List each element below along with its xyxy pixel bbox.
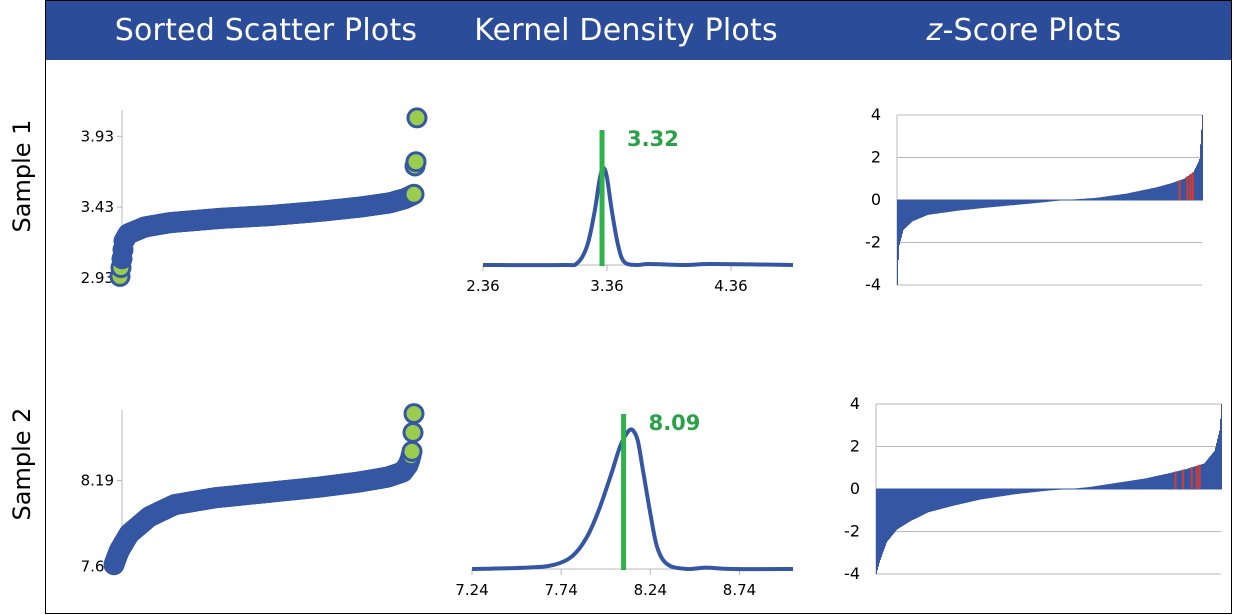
y-tick-label: 2 [871,148,881,167]
y-tick-label: 3.93 [81,127,114,145]
value-label: 3.32 [627,127,679,151]
x-tick-label: 4.36 [714,277,747,295]
x-tick-label: 3.36 [590,277,623,295]
y-tick-label: -2 [844,522,860,541]
y-tick-label: 2.93 [81,269,114,287]
data-point [401,440,423,462]
y-tick-label: -4 [844,564,860,583]
y-tick-label: -2 [865,233,881,252]
x-tick-label: 7.24 [455,581,488,599]
density-curve [471,427,794,572]
column-title-kernel-density: Kernel Density Plots [474,13,778,48]
column-title-zscore: z-Score Plots [927,13,1122,48]
y-tick-label: 3.43 [81,198,114,216]
sorted-scatter-plot-2: 7.698.19 [81,403,425,575]
zscore-title-italic: z [926,13,943,48]
zscore-title-rest: -Score Plots [942,13,1122,48]
data-point [406,107,428,129]
density-curve [482,166,794,268]
x-tick-label: 2.36 [466,277,499,295]
column-title-sorted-scatter: Sorted Scatter Plots [114,13,418,48]
figure-frame [45,0,1232,614]
y-tick-label: 8.19 [81,472,114,490]
zscore-plot-1: -4 -2 0 2 4 [865,105,1203,294]
header-bar: Sorted Scatter Plots Kernel Density Plot… [46,1,1231,60]
data-point [402,422,424,443]
y-tick-label: 0 [871,190,881,209]
data-point [403,403,425,425]
x-tick-label: 7.74 [544,581,577,599]
y-tick-label: -4 [865,275,881,294]
data-point [405,151,427,173]
y-tick-label: 4 [871,105,881,124]
y-tick-label: 2 [850,437,860,456]
x-tick-label: 8.24 [634,581,667,599]
kernel-density-plot-2: 7.24 7.74 8.24 8.74 8.09 [455,411,794,599]
x-tick-label: 8.74 [723,581,756,599]
data-point [403,183,425,205]
y-tick-label: 0 [850,479,860,498]
row-label-sample-2: Sample 2 [8,407,36,521]
zscore-plot-2: -4 -2 0 2 4 [844,394,1222,583]
y-tick-label: 4 [850,394,860,413]
kernel-density-plot-1: 2.36 3.36 4.36 3.32 [466,127,794,295]
value-label: 8.09 [649,411,701,435]
sorted-scatter-plot-1: 2.93 3.43 3.93 [81,107,428,287]
row-label-sample-1: Sample 1 [8,119,36,233]
